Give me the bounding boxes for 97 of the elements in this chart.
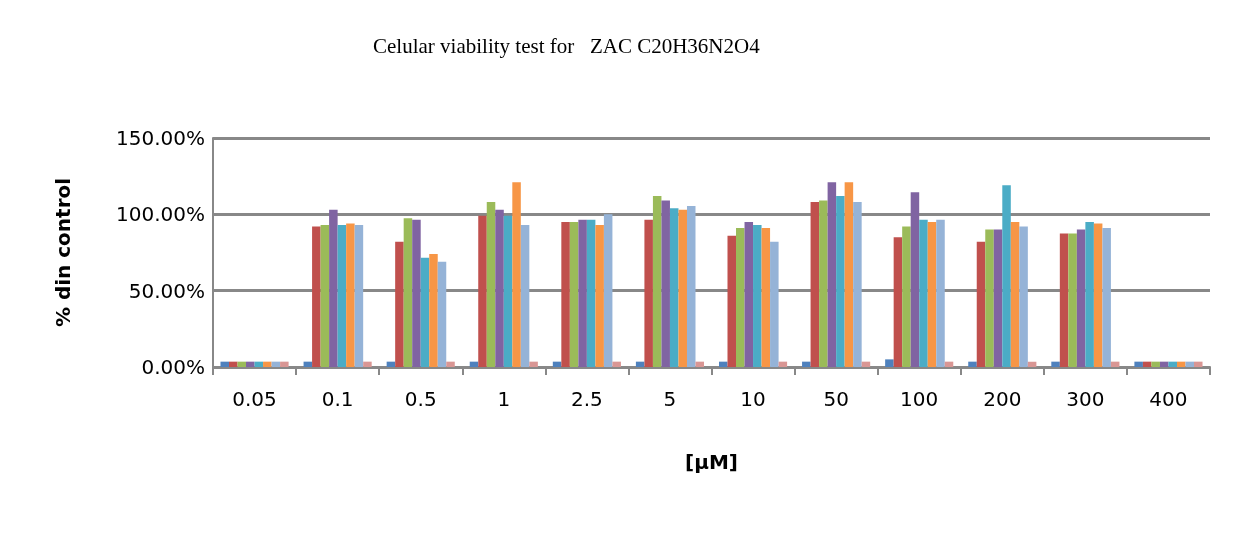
- x-tick-label: 10: [740, 387, 766, 411]
- bar: [827, 182, 837, 367]
- bar: [727, 235, 737, 367]
- x-tick-label: 50: [823, 387, 849, 411]
- bar: [1085, 221, 1094, 367]
- bar: [503, 215, 513, 367]
- bar: [1185, 361, 1195, 367]
- bar: [478, 215, 487, 367]
- bar: [1051, 361, 1060, 367]
- bar: [586, 219, 596, 367]
- bar: [512, 182, 521, 367]
- bar: [220, 361, 229, 367]
- x-tick-label: 5: [663, 387, 677, 411]
- bar: [329, 209, 338, 367]
- bar: [578, 219, 587, 367]
- bar: [652, 196, 662, 367]
- x-tick-label: 1: [497, 387, 511, 411]
- bar: [902, 226, 911, 367]
- bar: [753, 225, 762, 367]
- bar: [446, 361, 455, 367]
- y-axis-title: % din control: [51, 177, 75, 328]
- bar: [1194, 361, 1203, 367]
- chart-title: Celular viability test for ZAC C20H36N2O4: [373, 33, 761, 58]
- x-tick-label: 100: [900, 387, 939, 411]
- bar: [885, 359, 894, 367]
- bar: [1002, 185, 1011, 367]
- bar: [312, 226, 321, 367]
- x-tick-label: 400: [1149, 387, 1188, 411]
- bar: [644, 219, 653, 367]
- y-tick-label: 0.00%: [141, 355, 205, 379]
- bar: [761, 228, 771, 367]
- bar: [569, 221, 579, 367]
- bar: [844, 182, 854, 367]
- bar: [770, 241, 779, 367]
- bar: [603, 214, 613, 367]
- bar: [420, 257, 430, 367]
- bar: [1059, 233, 1069, 367]
- bar: [363, 361, 372, 367]
- y-tick-label: 100.00%: [116, 202, 205, 227]
- bar: [612, 361, 621, 367]
- bar: [836, 196, 845, 367]
- bar: [819, 200, 828, 367]
- bar: [529, 361, 538, 367]
- bar: [736, 228, 745, 367]
- bar: [280, 361, 289, 367]
- x-tick-label: 200: [983, 387, 1022, 411]
- bar: [686, 205, 696, 367]
- bar: [395, 241, 404, 367]
- bar: [985, 229, 994, 367]
- bar: [595, 225, 604, 367]
- y-tick-label: 150.00%: [116, 126, 205, 150]
- bar: [520, 225, 530, 367]
- x-tick-label: 2.5: [570, 387, 603, 411]
- bar: [993, 229, 1003, 367]
- bar: [346, 223, 355, 367]
- bar: [246, 361, 255, 367]
- bar: [853, 202, 862, 367]
- bar: [1093, 223, 1103, 367]
- bar: [976, 241, 986, 367]
- bar: [263, 361, 272, 367]
- bar: [1134, 361, 1143, 367]
- bar: [1102, 228, 1111, 367]
- bar: [1068, 233, 1077, 367]
- bar: [403, 218, 413, 367]
- x-tick-label: 0.5: [404, 387, 437, 411]
- bar: [802, 361, 811, 367]
- bar: [810, 202, 820, 367]
- bar: [919, 219, 928, 367]
- bar: [561, 221, 570, 367]
- bar: [910, 192, 920, 367]
- bar: [437, 261, 447, 367]
- bar: [486, 202, 496, 367]
- bar: [678, 209, 687, 367]
- bar: [744, 221, 754, 367]
- bar: [1010, 221, 1020, 367]
- x-tick-label: 0.1: [321, 387, 354, 411]
- bar: [1151, 361, 1160, 367]
- x-tick-label: 300: [1066, 387, 1105, 411]
- x-axis-title: [μM]: [685, 450, 738, 474]
- bar: [1076, 229, 1086, 367]
- bar: [1019, 226, 1028, 367]
- bar: [354, 225, 364, 367]
- bar: [495, 209, 504, 367]
- bar: [661, 200, 670, 367]
- bar: [337, 225, 347, 367]
- bar: [228, 361, 238, 367]
- y-tick-label: 50.00%: [128, 278, 205, 303]
- bar: [320, 225, 330, 367]
- bar: [936, 219, 945, 367]
- bar: [893, 237, 903, 367]
- bar: [927, 221, 937, 367]
- bar: [1168, 361, 1177, 367]
- bar: [669, 208, 679, 367]
- bar: [412, 219, 421, 367]
- x-tick-label: 0.05: [232, 387, 277, 411]
- bar: [429, 254, 438, 367]
- bar: [968, 361, 977, 367]
